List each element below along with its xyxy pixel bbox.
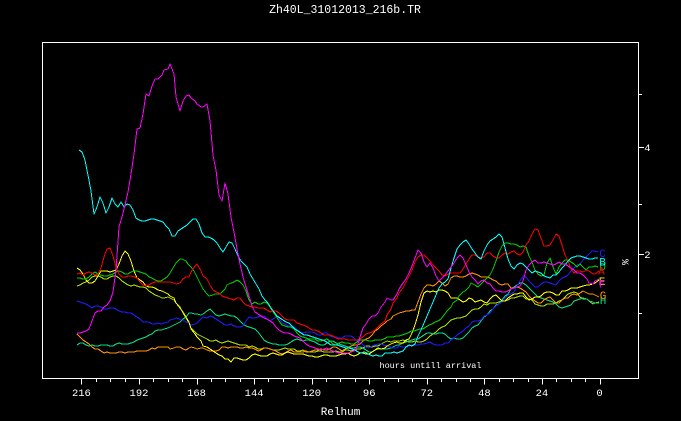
x-tick-label-0: 0 [596,388,602,400]
line-member-A [76,228,600,341]
x-tick-label-168: 168 [187,388,206,400]
letter-F: F [599,279,606,291]
line-member-C [76,250,599,349]
x-axis-ticks: 0 24 48 72 96 120 144 168 192 216 [72,378,603,400]
line-member-B [78,149,598,357]
letter-D: D [599,263,606,275]
x-tick-label-72: 72 [420,388,433,400]
x-tick-label-144: 144 [245,388,264,400]
line-member-I [76,275,600,353]
line-member-E [76,250,600,363]
letter-C: C [599,249,606,261]
letter-G: G [600,291,607,303]
y-axis-ticks: 42 [638,94,651,314]
x-axis-label: Relhum [321,407,361,419]
x-tick-label-96: 96 [363,388,376,400]
line-member-G [76,272,600,355]
y-tick-label-2: 2 [644,250,650,262]
line-member-F [77,63,600,354]
ensemble-member-lines [76,63,600,363]
letter-A: A [598,267,605,279]
x-tick-label-48: 48 [478,388,491,400]
chart-title: Zh40L_31012013_216b.TR [269,4,421,17]
line-member-D [77,242,599,346]
x-tick-label-216: 216 [72,388,91,400]
y-tick-label-4: 4 [644,143,650,155]
letter-H: H [600,296,607,308]
letter-B: B [599,258,606,270]
x-axis-annotation: hours untill arrival [379,361,481,371]
x-tick-label-24: 24 [536,388,549,400]
x-tick-label-120: 120 [302,388,321,400]
y-axis-label: % [618,259,629,265]
x-tick-label-192: 192 [130,388,149,400]
letter-E: E [599,277,606,289]
